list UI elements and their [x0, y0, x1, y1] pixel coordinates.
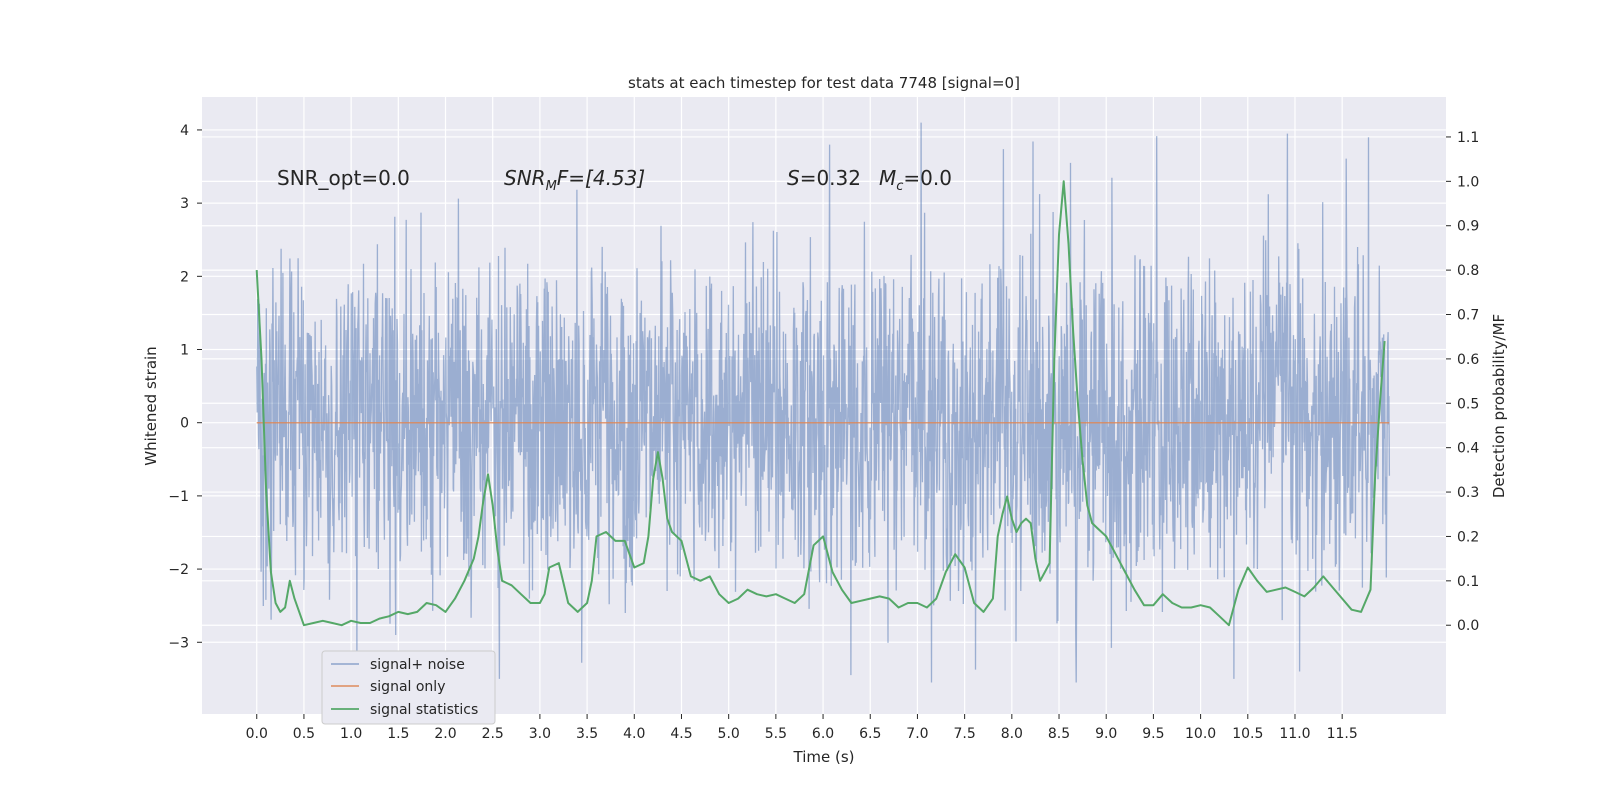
annotation-s-mc: S=0.32 Mc=0.0 [787, 166, 952, 194]
legend-label-signal-statistics: signal statistics [370, 702, 478, 718]
y-right-tick-label-11: 1.1 [1457, 130, 1479, 146]
x-tick-label-18: 9.0 [1095, 726, 1117, 742]
x-tick-label-0: 0.0 [246, 726, 268, 742]
snr-mf-prefix: SNR [504, 166, 546, 190]
x-tick-label-12: 6.0 [812, 726, 834, 742]
annotation-snr-opt: SNR_opt=0.0 [277, 166, 410, 190]
signal-plus-noise-line [256, 122, 1391, 683]
mc-value: =0.0 [903, 166, 952, 190]
x-tick-label-21: 10.5 [1232, 726, 1263, 742]
x-axis-ticks: 0.0 0.5 1.0 1.5 2.0 2.5 3.0 3.5 4.0 4.5 5.0 5.5 6.0 6… [246, 714, 1358, 742]
signal-statistics-line [255, 180, 1386, 627]
x-tick-label-22: 11.0 [1279, 726, 1310, 742]
y-right-tick-label-10: 1.0 [1457, 174, 1479, 190]
s-prefix: S [787, 166, 800, 190]
mc-subscript: c [896, 179, 903, 194]
mc-prefix: M [879, 166, 896, 190]
chart-title: stats at each timestep for test data 774… [628, 74, 1020, 92]
signal-plus-noise-series [256, 122, 1391, 683]
x-axis-label: Time (s) [793, 748, 855, 766]
y-right-tick-label-2: 0.2 [1457, 529, 1479, 545]
y-left-tick-label-2: −1 [168, 489, 189, 505]
legend-box [321, 650, 496, 725]
x-tick-label-10: 5.0 [718, 726, 740, 742]
y-left-axis-label: Whitened strain [142, 346, 160, 465]
x-tick-label-23: 11.5 [1327, 726, 1358, 742]
x-tick-label-20: 10.0 [1185, 726, 1216, 742]
y-right-axis-ticks: 0.0 0.1 0.2 0.3 0.4 0.5 0.6 0.7 0.8 0.9 1.0 1.1 [1446, 130, 1479, 634]
x-tick-label-13: 6.5 [859, 726, 881, 742]
y-right-axis-label: Detection probability/MF [1490, 314, 1508, 498]
y-right-tick-label-9: 0.9 [1457, 219, 1479, 235]
y-left-tick-label-1: −2 [168, 562, 189, 578]
x-tick-label-4: 2.0 [434, 726, 456, 742]
y-left-axis-ticks: −3 −2 −1 0 1 2 3 4 [168, 123, 202, 651]
x-tick-label-9: 4.5 [670, 726, 692, 742]
signal-statistics-series [255, 180, 1386, 627]
snr-mf-suffix: F=[4.53] [557, 166, 645, 190]
x-tick-label-7: 3.5 [576, 726, 598, 742]
y-left-tick-label-7: 4 [180, 123, 189, 139]
y-left-tick-label-3: 0 [180, 416, 189, 432]
s-value: =0.32 [800, 166, 861, 190]
x-tick-label-17: 8.5 [1048, 726, 1070, 742]
x-tick-label-16: 8.0 [1001, 726, 1023, 742]
x-tick-label-19: 9.5 [1142, 726, 1164, 742]
x-tick-label-14: 7.0 [906, 726, 928, 742]
y-left-tick-label-0: −3 [168, 635, 189, 651]
legend-label-signal-only: signal only [370, 679, 445, 695]
y-right-tick-label-5: 0.5 [1457, 396, 1479, 412]
snr-mf-subscript: M [546, 179, 557, 194]
y-right-tick-label-7: 0.7 [1457, 308, 1479, 324]
x-tick-label-8: 4.0 [623, 726, 645, 742]
y-right-tick-label-0: 0.0 [1457, 618, 1479, 634]
x-tick-label-2: 1.0 [340, 726, 362, 742]
y-right-tick-label-1: 0.1 [1457, 574, 1479, 590]
legend-label-signal-noise: signal+ noise [370, 657, 465, 673]
x-tick-label-5: 2.5 [482, 726, 504, 742]
y-right-tick-label-6: 0.6 [1457, 352, 1479, 368]
x-tick-label-3: 1.5 [387, 726, 409, 742]
y-left-tick-label-6: 3 [180, 196, 189, 212]
y-left-tick-label-4: 1 [180, 343, 189, 359]
y-left-tick-label-5: 2 [180, 269, 189, 285]
legend: signal+ noise signal only signal statist… [321, 650, 496, 725]
x-tick-label-6: 3.0 [529, 726, 551, 742]
y-right-tick-label-4: 0.4 [1457, 441, 1479, 457]
annotation-snr-mf: SNRMF=[4.53] [504, 166, 645, 194]
y-right-tick-label-8: 0.8 [1457, 263, 1479, 279]
y-right-tick-label-3: 0.3 [1457, 485, 1479, 501]
x-tick-label-1: 0.5 [293, 726, 315, 742]
x-tick-label-11: 5.5 [765, 726, 787, 742]
x-tick-label-15: 7.5 [954, 726, 976, 742]
